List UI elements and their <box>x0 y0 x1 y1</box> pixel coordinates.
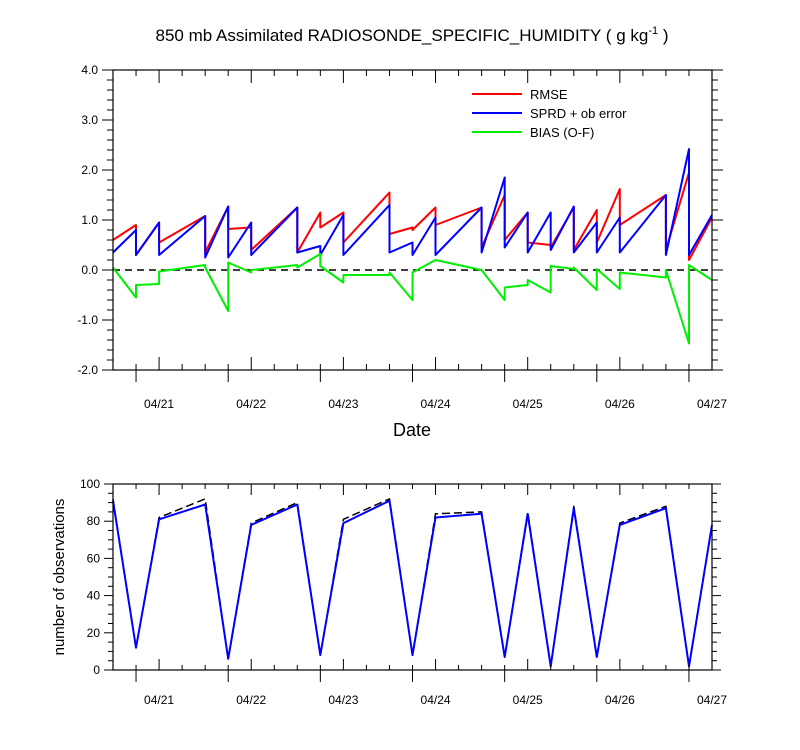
top-series-bias-o-f <box>112 253 713 345</box>
bottom-xtick-label: 04/23 <box>328 693 358 707</box>
top-ytick-label: -2.0 <box>77 363 98 377</box>
top-xtick-label: 04/24 <box>421 397 451 411</box>
top-ytick-label: 0.0 <box>81 263 98 277</box>
bottom-ytick-label: 20 <box>87 626 101 640</box>
top-ytick-label: 3.0 <box>81 113 98 127</box>
bottom-xtick-label: 04/24 <box>421 693 451 707</box>
bottom-chart: 0 20 40 60 80 100 04/21 04/22 04/23 04/24 04/25 04/… <box>51 477 727 707</box>
bottom-xtick-label: 04/22 <box>236 693 266 707</box>
bottom-plot-frame <box>112 483 713 671</box>
bottom-xtick-label: 04/26 <box>605 693 635 707</box>
top-xtick-label: 04/25 <box>513 397 543 411</box>
top-series-sprd-ob-error <box>112 148 713 259</box>
chart-title: 850 mb Assimilated RADIOSONDE_SPECIFIC_H… <box>156 25 669 45</box>
top-ytick-label: -1.0 <box>77 313 98 327</box>
top-xtick-label: 04/21 <box>144 397 174 411</box>
top-xtick-label: 04/23 <box>328 397 358 411</box>
bottom-ytick-label: 0 <box>93 663 100 677</box>
bottom-ytick-label: 60 <box>87 551 101 565</box>
top-ytick-label: 4.0 <box>81 63 98 77</box>
top-xtick-label: 04/26 <box>605 397 635 411</box>
y-axis-label: number of observations <box>51 499 68 656</box>
x-axis-label: Date <box>393 420 431 440</box>
top-xtick-label: 04/22 <box>236 397 266 411</box>
bottom-ytick-label: 40 <box>87 589 101 603</box>
top-ytick-label: 2.0 <box>81 163 98 177</box>
bottom-ytick-label: 80 <box>87 514 101 528</box>
bottom-xtick-label: 04/21 <box>144 693 174 707</box>
bottom-series-solid <box>112 499 713 668</box>
bottom-xtick-label: 04/25 <box>513 693 543 707</box>
top-xtick-label: 04/27 <box>697 397 727 411</box>
bottom-ytick-label: 100 <box>80 477 100 491</box>
bottom-xtick-label: 04/27 <box>697 693 727 707</box>
top-chart: 850 mb Assimilated RADIOSONDE_SPECIFIC_H… <box>77 25 727 440</box>
top-ytick-label: 1.0 <box>81 213 98 227</box>
legend-label: RMSE <box>530 87 568 102</box>
legend: RMSE SPRD + ob error BIAS (O-F) <box>472 87 627 140</box>
legend-label: SPRD + ob error <box>530 106 627 121</box>
legend-label: BIAS (O-F) <box>530 125 594 140</box>
